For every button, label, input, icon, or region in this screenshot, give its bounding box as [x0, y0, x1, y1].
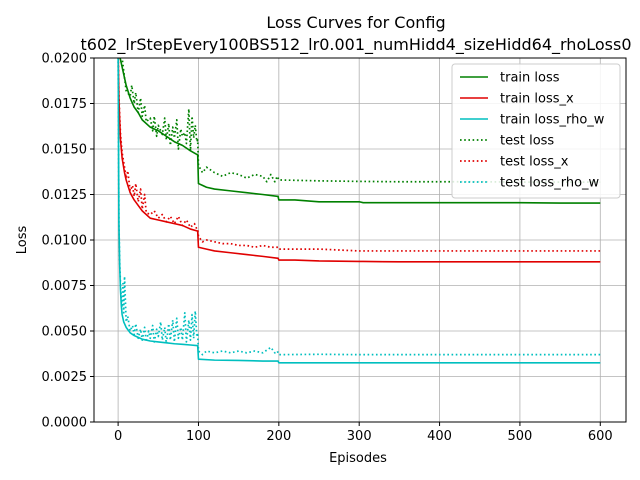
chart-title: Loss Curves for Config	[266, 13, 445, 32]
x-axis: 0 100 200 300 400 500 600	[114, 422, 613, 444]
legend-label: test loss	[500, 134, 554, 149]
series-line-train-loss-rho-w	[117, 58, 601, 364]
legend-box	[451, 63, 621, 199]
y-tick-label: 0.0150	[42, 143, 88, 158]
x-tick-label: 400	[427, 429, 452, 444]
legend-label: train loss_x	[500, 92, 574, 107]
y-tick-label: 0.0175	[42, 97, 88, 112]
y-tick-label: 0.0200	[42, 52, 88, 67]
x-tick-label: 200	[266, 429, 291, 444]
series-line-train-loss-x	[117, 58, 601, 263]
legend-label: train loss_rho_w	[500, 113, 605, 128]
chart-subtitle: t602_lrStepEvery100BS512_lr0.001_numHidd…	[81, 35, 632, 55]
legend-label: train loss	[500, 71, 560, 86]
y-axis-label: Loss	[15, 226, 30, 255]
x-tick-label: 500	[508, 429, 533, 444]
y-tick-label: 0.0025	[42, 370, 88, 385]
y-axis: 0.0000 0.0025 0.0050 0.0075 0.0100 0.0125 0.01…	[42, 52, 94, 431]
legend-label: test loss_rho_w	[500, 176, 600, 191]
x-tick-label: 100	[186, 429, 211, 444]
series-line-train-loss	[119, 58, 601, 204]
series-layer	[117, 58, 601, 364]
y-tick-label: 0.0075	[42, 279, 88, 294]
y-tick-label: 0.0125	[42, 188, 88, 203]
series-line-test-loss-rho-w	[117, 58, 601, 356]
y-tick-label: 0.0100	[42, 234, 88, 249]
x-tick-label: 300	[347, 429, 372, 444]
x-axis-label: Episodes	[329, 451, 387, 466]
legend-label: test loss_x	[500, 155, 569, 170]
y-tick-label: 0.0000	[42, 416, 88, 431]
x-tick-label: 0	[114, 429, 122, 444]
y-tick-label: 0.0050	[42, 325, 88, 340]
x-tick-label: 600	[588, 429, 613, 444]
